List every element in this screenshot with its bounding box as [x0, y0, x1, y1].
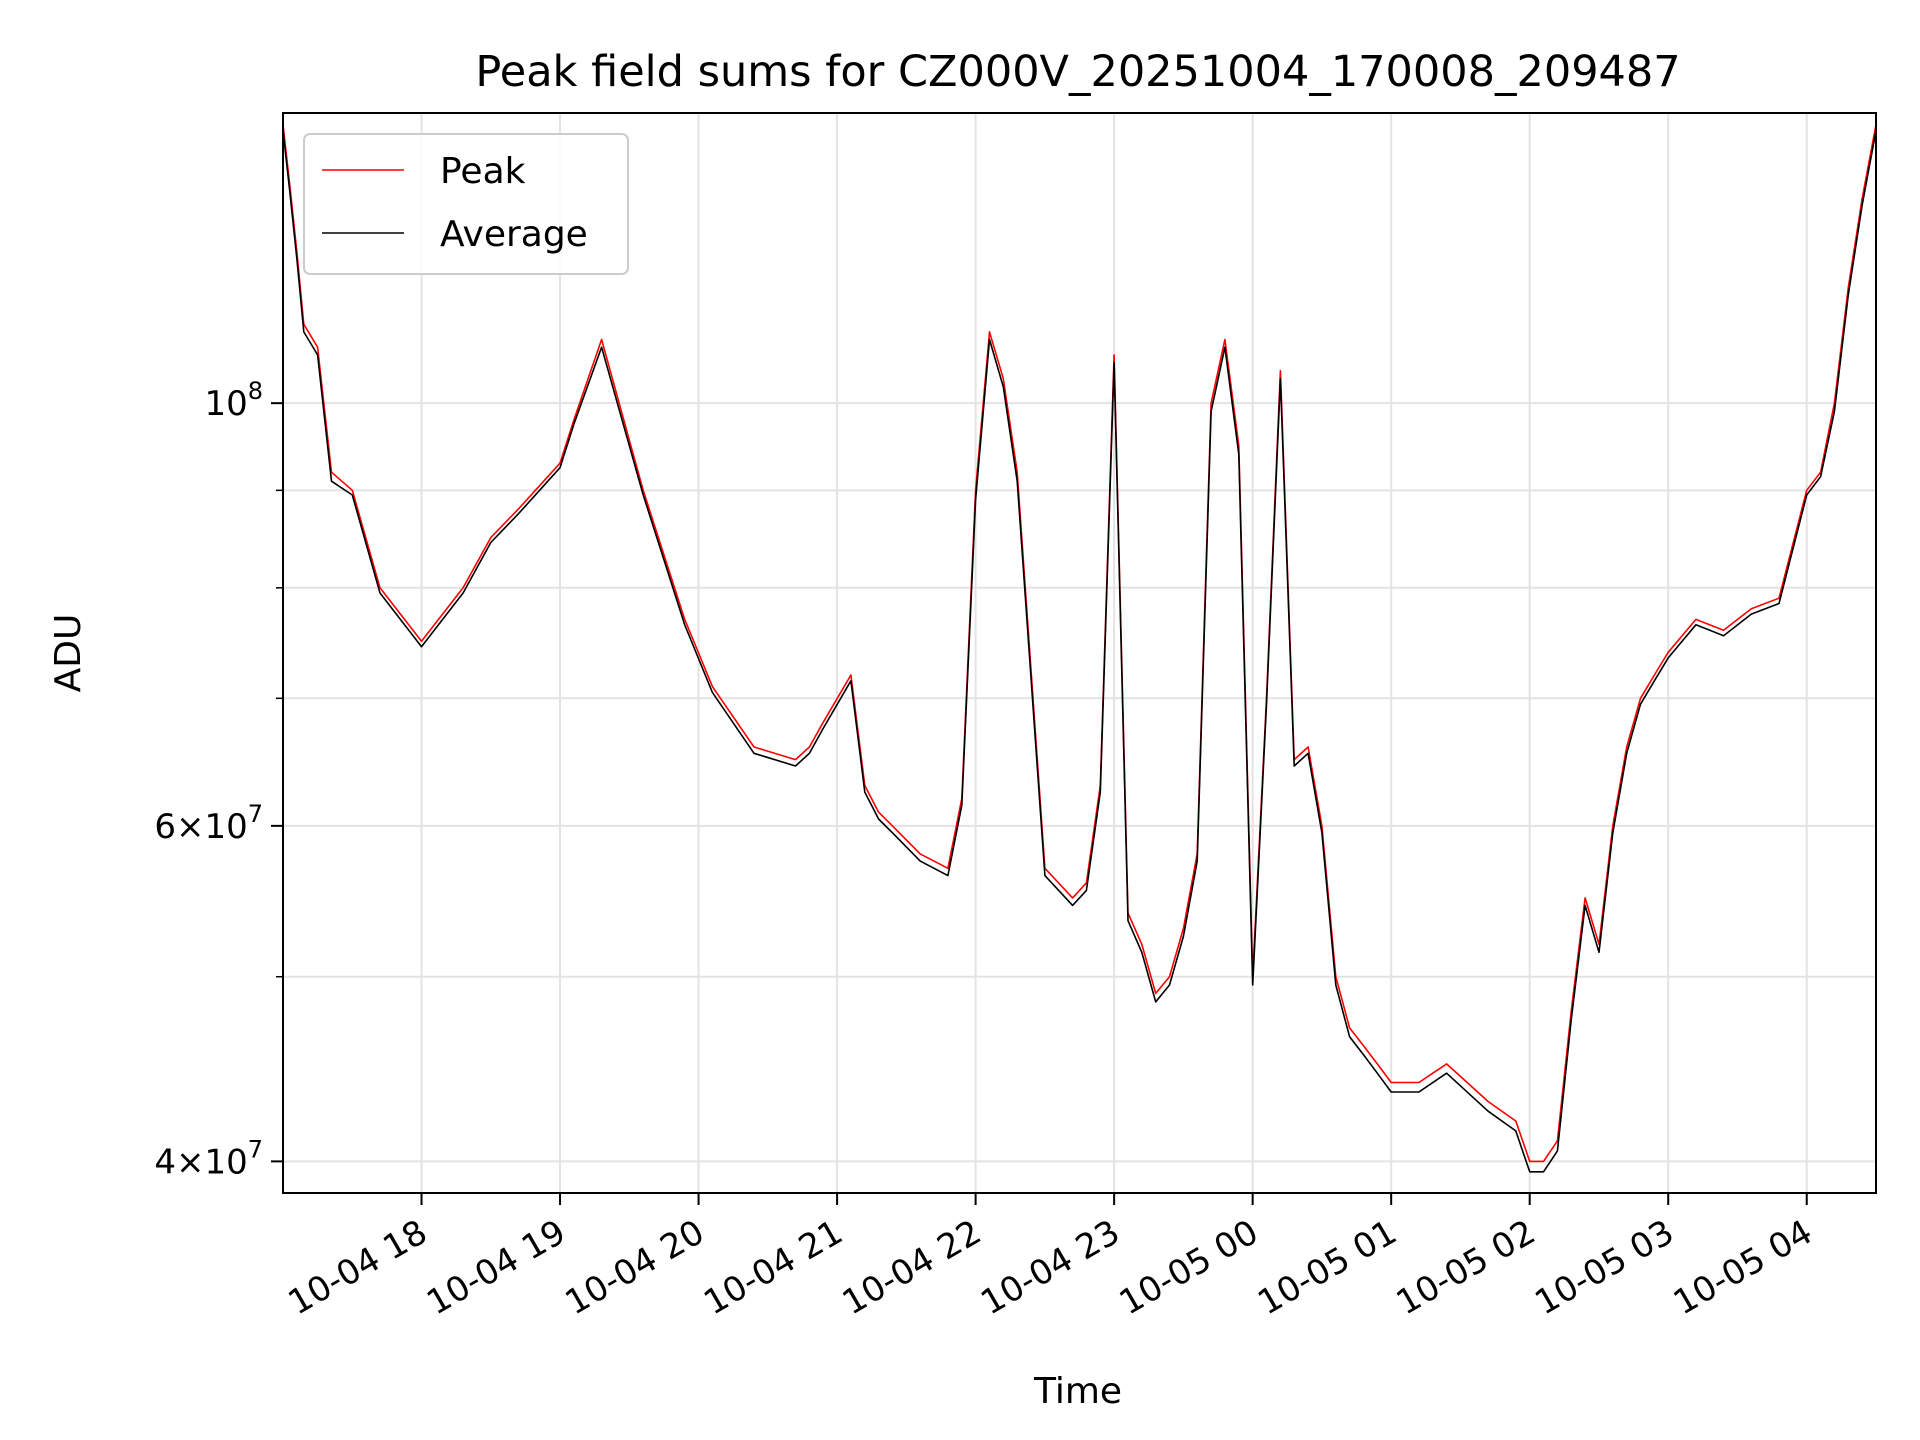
x-axis-label: Time — [1033, 1371, 1122, 1412]
legend-box — [303, 133, 629, 275]
legend-average-label: Average — [440, 214, 588, 255]
series-line-peak — [282, 124, 1877, 1163]
series-layer — [282, 124, 1877, 1173]
y-axis-label: ADU — [48, 614, 89, 693]
series-line-average — [282, 130, 1877, 1173]
legend-peak-label: Peak — [440, 151, 526, 192]
plot-frame — [282, 112, 1877, 1194]
y-tick-label: 6×107 — [154, 800, 263, 847]
y-axis: 108 6×107 4×107 — [154, 377, 283, 1182]
legend: Peak Average — [303, 133, 629, 275]
chart-title: Peak field sums for CZ000V_20251004_1700… — [475, 47, 1680, 97]
y-tick-label: 4×107 — [154, 1135, 263, 1182]
y-tick-label: 108 — [204, 377, 263, 424]
